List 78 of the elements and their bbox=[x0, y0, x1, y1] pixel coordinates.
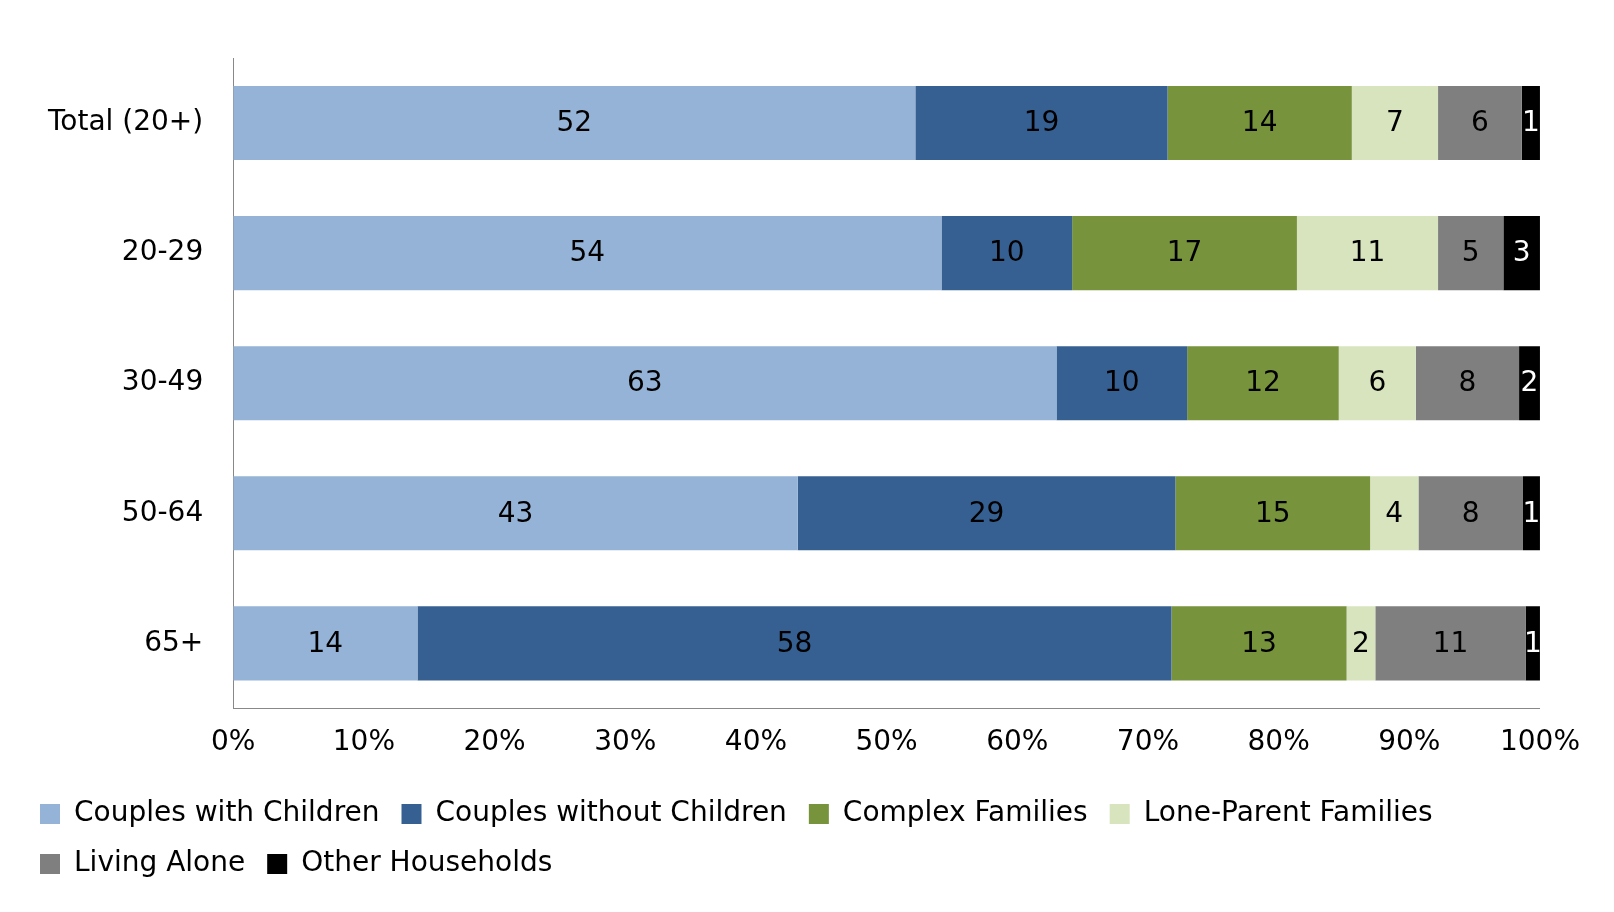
bar bbox=[1175, 476, 1371, 551]
x-tick-label: 60% bbox=[986, 724, 1049, 758]
bar bbox=[1415, 346, 1520, 421]
data-label: 14 bbox=[1241, 105, 1278, 139]
data-label: 3 bbox=[1512, 235, 1531, 269]
data-label: 6 bbox=[1470, 105, 1489, 139]
data-label: 6 bbox=[1368, 365, 1387, 399]
bar bbox=[1503, 216, 1540, 291]
bar bbox=[915, 85, 1168, 161]
x-tick-label: 70% bbox=[1116, 724, 1180, 758]
data-label: 8 bbox=[1461, 495, 1480, 529]
bar bbox=[233, 85, 916, 161]
data-label: 15 bbox=[1254, 495, 1291, 529]
x-tick-label: 10% bbox=[332, 724, 396, 758]
bar bbox=[233, 606, 418, 681]
data-label: 2 bbox=[1520, 365, 1539, 399]
data-label: 29 bbox=[968, 495, 1005, 529]
bar bbox=[1187, 346, 1339, 421]
bar bbox=[1338, 346, 1416, 421]
bar bbox=[797, 476, 1176, 551]
bar bbox=[1296, 216, 1439, 291]
y-tick-label: Total (20+) bbox=[47, 104, 204, 138]
bar bbox=[417, 606, 1172, 681]
y-tick-label: 30-49 bbox=[121, 364, 204, 398]
data-label: 5 bbox=[1461, 235, 1480, 269]
x-tick-label: 30% bbox=[594, 724, 657, 758]
bar bbox=[1375, 606, 1526, 681]
bar bbox=[1072, 216, 1297, 291]
bar bbox=[1171, 606, 1347, 681]
bar bbox=[1438, 216, 1504, 291]
data-label: 58 bbox=[776, 625, 813, 659]
x-tick-label: 50% bbox=[855, 724, 918, 758]
bar bbox=[1351, 85, 1439, 161]
bar bbox=[1167, 85, 1352, 161]
data-label: 17 bbox=[1166, 235, 1203, 269]
bar bbox=[233, 476, 798, 551]
legend-label: Couples with Children bbox=[74, 795, 380, 829]
data-label: 43 bbox=[497, 495, 534, 529]
data-label: 1 bbox=[1521, 105, 1540, 139]
bar bbox=[1370, 476, 1419, 551]
x-tick-label: 100% bbox=[1499, 724, 1581, 758]
data-label: 11 bbox=[1432, 625, 1469, 659]
legend-label: Couples without Children bbox=[435, 795, 787, 829]
x-tick-label: 80% bbox=[1247, 724, 1310, 758]
y-tick-label: 20-29 bbox=[121, 234, 204, 268]
legend-label: Complex Families bbox=[842, 795, 1088, 829]
bar bbox=[941, 216, 1073, 291]
legend-label: Living Alone bbox=[74, 845, 246, 879]
bar bbox=[233, 216, 942, 291]
data-label: 7 bbox=[1386, 105, 1404, 139]
legend-label: Other Households bbox=[301, 845, 553, 879]
data-label: 10 bbox=[989, 235, 1025, 269]
x-tick-label: 90% bbox=[1378, 724, 1441, 758]
data-label: 63 bbox=[627, 365, 663, 399]
data-label: 4 bbox=[1385, 495, 1404, 529]
x-tick-label: 0% bbox=[211, 724, 256, 758]
data-label: 54 bbox=[569, 235, 606, 269]
bar bbox=[1346, 606, 1376, 681]
data-label: 13 bbox=[1241, 625, 1277, 659]
data-label: 1 bbox=[1522, 495, 1541, 529]
data-label: 8 bbox=[1458, 365, 1477, 399]
x-tick-label: 20% bbox=[463, 724, 526, 758]
bar bbox=[1438, 85, 1522, 161]
y-tick-label: 65+ bbox=[144, 624, 204, 658]
x-tick-label: 40% bbox=[724, 724, 788, 758]
data-label: 11 bbox=[1349, 235, 1386, 269]
data-label: 19 bbox=[1023, 105, 1060, 139]
data-label: 14 bbox=[307, 625, 344, 659]
data-label: 12 bbox=[1245, 365, 1281, 399]
bar bbox=[1418, 476, 1523, 551]
data-label: 2 bbox=[1352, 625, 1370, 659]
y-tick-label: 50-64 bbox=[121, 494, 204, 528]
legend-label: Lone-Parent Families bbox=[1143, 795, 1433, 829]
data-label: 10 bbox=[1104, 365, 1140, 399]
data-label: 1 bbox=[1523, 625, 1542, 659]
bar bbox=[1056, 346, 1188, 421]
bar bbox=[233, 346, 1057, 421]
data-label: 52 bbox=[556, 105, 593, 139]
